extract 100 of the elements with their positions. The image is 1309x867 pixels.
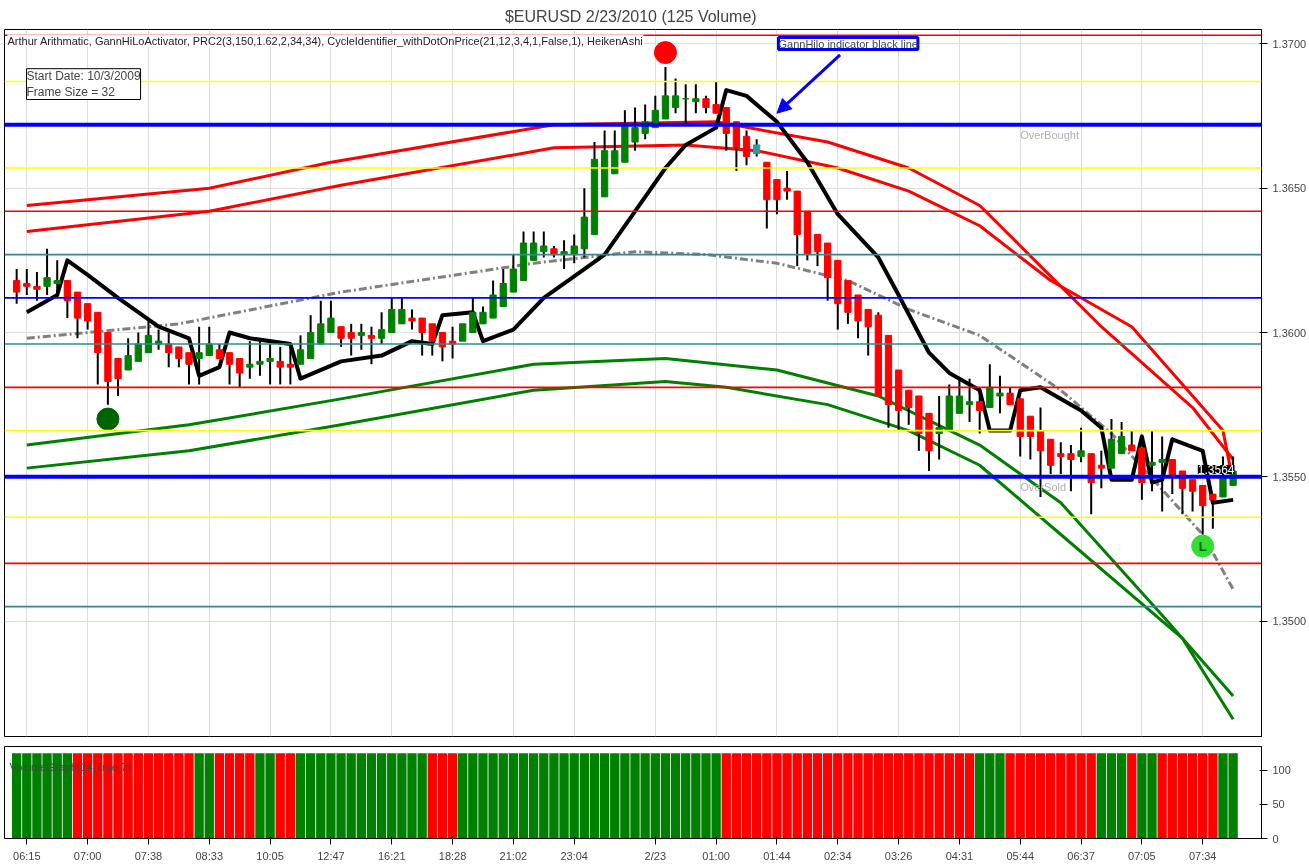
candlestick bbox=[43, 247, 51, 296]
candlestick bbox=[1097, 449, 1105, 490]
candlestick bbox=[428, 322, 436, 357]
candlestick bbox=[783, 169, 791, 201]
candlestick bbox=[195, 325, 203, 386]
candlestick bbox=[205, 325, 213, 357]
y-tick-label: 1.3500 bbox=[1272, 615, 1307, 628]
x-tick-label: 02:34 bbox=[824, 849, 852, 862]
candlestick bbox=[296, 334, 305, 366]
text: VolumeGraph(14,True,7) bbox=[9, 760, 131, 773]
candlestick bbox=[509, 253, 518, 294]
candlestick bbox=[905, 389, 913, 426]
x-tick-label: 10:05 bbox=[256, 849, 284, 862]
candlestick bbox=[813, 233, 822, 268]
candlestick bbox=[996, 374, 1004, 415]
y-tick-label: 1.3700 bbox=[1272, 37, 1307, 50]
x-tick-label: 01:44 bbox=[763, 849, 791, 862]
candlestick bbox=[266, 343, 274, 386]
x-tick-label: 05:44 bbox=[1006, 849, 1034, 862]
series-label: L bbox=[1198, 538, 1207, 554]
x-tick-label: 01:00 bbox=[702, 849, 730, 862]
text: Arthur Arithmatic, GannHiLoActivator, PRC2(3,150,1.62,2,34,34), CycleIdentifier_withDotOnPrice(21,12,3,4,1,False,1), HeikenAshi bbox=[7, 34, 643, 47]
candlestick bbox=[83, 302, 92, 331]
candlestick bbox=[165, 331, 173, 369]
candlestick bbox=[965, 377, 974, 423]
annotation: 1.3564 bbox=[1197, 463, 1235, 477]
candlestick bbox=[1026, 415, 1035, 461]
candlestick bbox=[408, 308, 416, 331]
candlestick bbox=[1057, 441, 1065, 475]
candlestick bbox=[611, 129, 619, 175]
candlestick bbox=[986, 363, 994, 409]
candlestick bbox=[1188, 478, 1197, 513]
candlestick bbox=[286, 345, 295, 386]
candlestick bbox=[276, 345, 284, 386]
candlestick bbox=[256, 340, 264, 377]
candlestick bbox=[540, 230, 548, 259]
candlestick bbox=[499, 268, 507, 308]
x-tick-label: 07:00 bbox=[73, 849, 102, 862]
candlestick bbox=[337, 325, 345, 348]
candlestick bbox=[175, 345, 183, 369]
candlestick bbox=[469, 296, 477, 334]
y-tick-label: 1.3550 bbox=[1272, 470, 1307, 483]
x-tick-label: 12:47 bbox=[317, 849, 345, 862]
candlestick bbox=[347, 322, 355, 357]
y-tick-label: 0 bbox=[1272, 832, 1279, 845]
candlestick bbox=[1148, 429, 1156, 493]
candlestick bbox=[317, 299, 325, 346]
point bbox=[653, 41, 677, 65]
candlestick bbox=[246, 340, 254, 380]
candlestick bbox=[357, 322, 365, 351]
x-tick-label: 07:34 bbox=[1188, 849, 1217, 862]
candlestick bbox=[692, 83, 700, 115]
candlestick bbox=[53, 259, 61, 299]
line-series bbox=[25, 250, 1235, 591]
x-tick-label: 06:37 bbox=[1067, 849, 1095, 862]
candlestick bbox=[631, 106, 639, 152]
candlestick bbox=[1117, 420, 1126, 455]
candlestick bbox=[388, 296, 396, 334]
annotation: Frame Size = 32 bbox=[26, 85, 116, 100]
chart-title: $EURUSD 2/23/2010 (125 Volume) bbox=[504, 7, 757, 25]
y-tick-label: 50 bbox=[1272, 798, 1285, 811]
y-tick-label: 100 bbox=[1272, 764, 1291, 777]
x-tick-label: 23:04 bbox=[560, 849, 588, 862]
x-tick-label: 07:38 bbox=[134, 849, 163, 862]
candlestick bbox=[124, 337, 132, 372]
candlestick bbox=[955, 377, 964, 415]
candlestick bbox=[1128, 429, 1136, 452]
candlestick bbox=[185, 351, 193, 386]
candlestick bbox=[864, 308, 872, 357]
y-tick-label: 1.3650 bbox=[1272, 182, 1307, 195]
x-tick-label: 21:02 bbox=[499, 849, 528, 862]
x-tick-label: 18:28 bbox=[438, 849, 467, 862]
candlestick bbox=[398, 296, 406, 325]
x-tick-label: 16:21 bbox=[377, 849, 406, 862]
x-tick-label: 07:05 bbox=[1128, 849, 1156, 862]
candlestick bbox=[1067, 444, 1075, 493]
y-tick-label: 1.3600 bbox=[1272, 326, 1307, 339]
candlestick bbox=[13, 268, 21, 305]
candlestick bbox=[489, 279, 497, 320]
candlestick bbox=[367, 325, 376, 366]
x-tick-label: 04:31 bbox=[945, 849, 974, 862]
candlestick bbox=[418, 317, 426, 357]
point bbox=[96, 407, 120, 431]
x-tick-label: 03:26 bbox=[884, 849, 913, 862]
candlestick bbox=[530, 230, 538, 262]
x-tick-label: 08:33 bbox=[195, 849, 224, 862]
candlestick bbox=[327, 299, 335, 334]
candlestick bbox=[377, 311, 386, 346]
candlestick bbox=[671, 77, 680, 115]
x-tick-label: 06:15 bbox=[13, 849, 41, 862]
x-tick-label: 2/23 bbox=[644, 849, 667, 862]
candlestick bbox=[33, 270, 41, 302]
candlestick bbox=[1077, 426, 1085, 464]
ref-line-label: OverBought bbox=[1020, 128, 1079, 141]
candlestick bbox=[225, 351, 234, 386]
candlestick bbox=[23, 268, 31, 296]
candlestick bbox=[570, 233, 578, 265]
annotation: Start Date: 10/3/2009 bbox=[26, 68, 141, 83]
candlestick bbox=[661, 66, 670, 120]
candlestick bbox=[935, 394, 943, 461]
